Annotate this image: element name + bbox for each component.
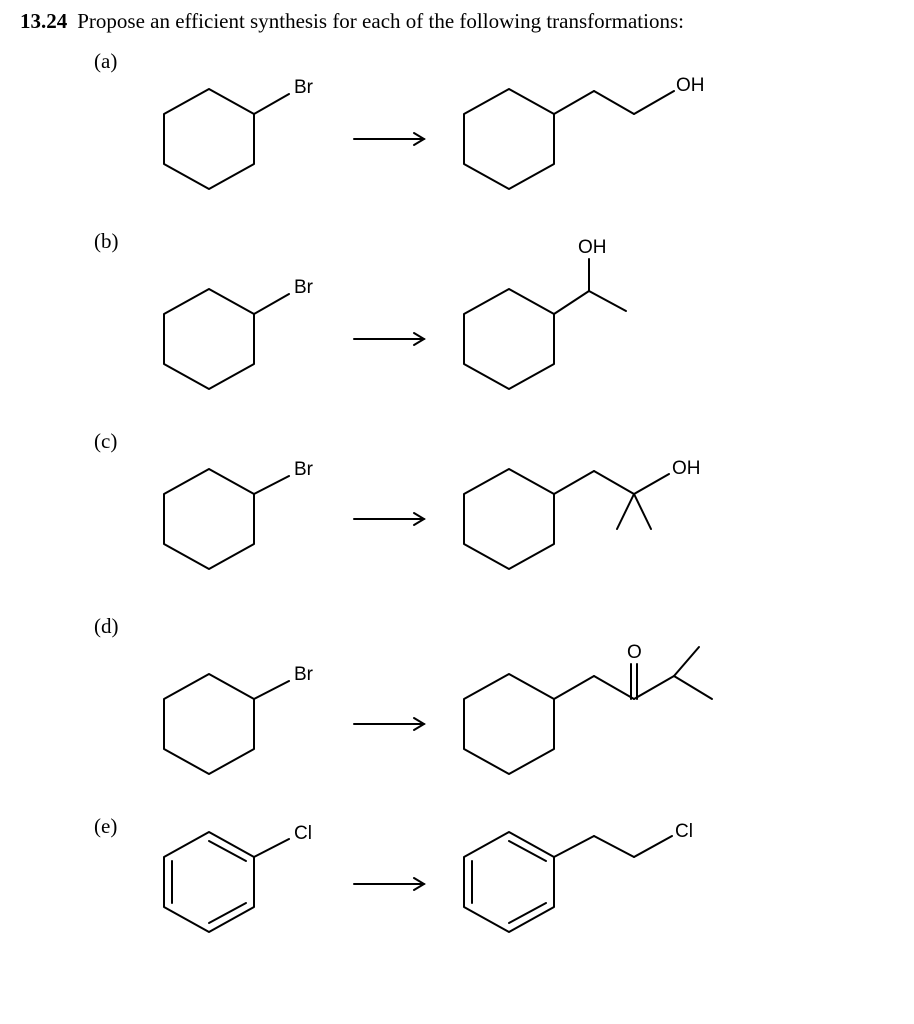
diagram-c: Br: [154, 429, 774, 584]
diagram-a: Br OH: [154, 49, 774, 199]
atom-o-d: O: [627, 642, 642, 663]
atom-br-c: Br: [294, 459, 314, 480]
part-d: (d) Br: [94, 614, 894, 784]
structure-a: Br OH: [154, 49, 894, 199]
diagram-b: Br OH: [154, 229, 774, 399]
atom-oh-b: OH: [578, 237, 607, 258]
question-line: 13.24 Propose an efficient synthesis for…: [20, 8, 894, 35]
part-label-c: (c): [94, 429, 117, 454]
structure-b: Br OH: [154, 229, 894, 399]
structure-d: Br: [154, 614, 894, 784]
structure-e: Cl Cl: [154, 814, 894, 934]
page: 13.24 Propose an efficient synthesis for…: [0, 0, 914, 1024]
part-label-e: (e): [94, 814, 117, 839]
atom-oh-c: OH: [672, 458, 701, 479]
part-e: (e) Cl: [94, 814, 894, 934]
diagram-d: Br: [154, 614, 774, 784]
part-label-a: (a): [94, 49, 117, 74]
structure-c: Br: [154, 429, 894, 584]
atom-br: Br: [294, 77, 314, 98]
atom-cl-e2: Cl: [675, 821, 693, 842]
part-b: (b) Br: [94, 229, 894, 399]
atom-cl-e1: Cl: [294, 823, 312, 844]
question-number: 13.24: [20, 8, 67, 35]
parts-container: (a) Br: [94, 49, 894, 934]
question-text: Propose an efficient synthesis for each …: [77, 8, 684, 35]
atom-br-d: Br: [294, 664, 314, 685]
part-label-d: (d): [94, 614, 119, 639]
atom-oh-a: OH: [676, 75, 705, 96]
part-label-b: (b): [94, 229, 119, 254]
diagram-e: Cl Cl: [154, 814, 774, 934]
atom-br-b: Br: [294, 277, 314, 298]
part-a: (a) Br: [94, 49, 894, 199]
part-c: (c) Br: [94, 429, 894, 584]
